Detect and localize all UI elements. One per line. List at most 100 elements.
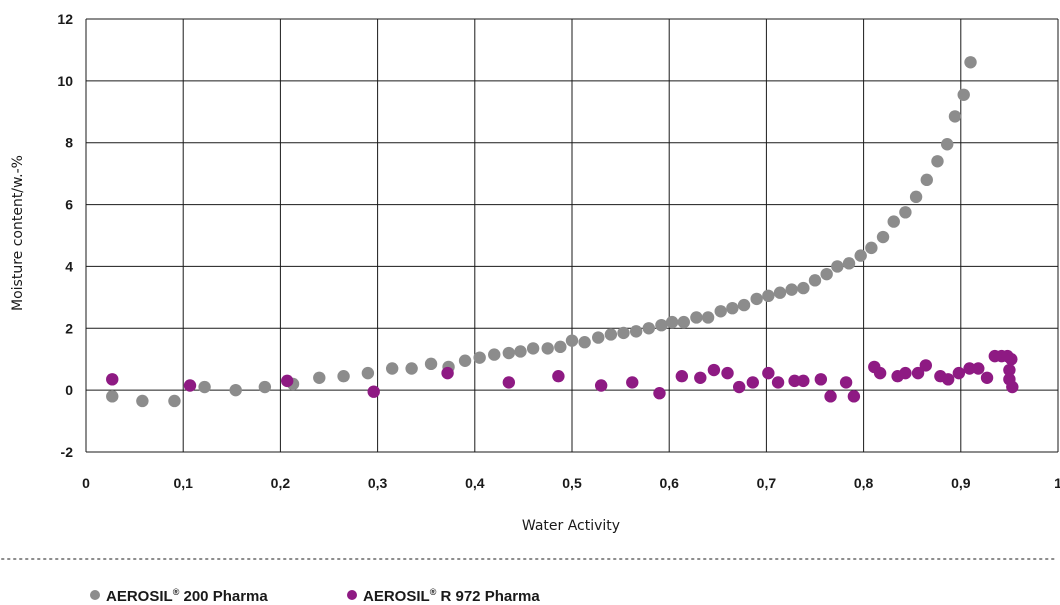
data-point	[814, 373, 828, 386]
data-point	[732, 380, 746, 394]
data-point	[694, 371, 707, 384]
data-point	[737, 298, 751, 312]
data-point	[957, 88, 970, 101]
x-tick-label: 0,4	[465, 475, 485, 491]
data-point	[502, 376, 516, 389]
data-point	[458, 354, 472, 367]
data-point	[750, 292, 763, 306]
data-point	[473, 351, 486, 364]
data-point	[920, 173, 933, 187]
data-point	[899, 206, 912, 219]
y-tick-label: 4	[65, 258, 73, 274]
data-point	[337, 370, 350, 383]
data-point	[405, 362, 418, 375]
data-point	[707, 363, 721, 377]
data-points	[106, 56, 1019, 408]
data-point	[502, 346, 516, 360]
data-point	[677, 315, 690, 329]
data-point	[972, 362, 985, 375]
data-point	[424, 357, 438, 371]
data-point	[701, 311, 715, 324]
x-tick-label: 0,7	[757, 475, 777, 491]
data-point	[136, 394, 149, 408]
x-tick-label: 0,6	[659, 475, 679, 491]
data-point	[854, 249, 867, 262]
data-point	[385, 362, 399, 375]
data-point	[183, 379, 197, 392]
data-point	[909, 190, 923, 204]
data-point	[1006, 380, 1019, 394]
data-point	[488, 348, 501, 361]
y-tick-label: 8	[65, 135, 73, 151]
data-point	[514, 345, 527, 358]
data-point	[617, 326, 630, 340]
legend-marker	[347, 590, 357, 600]
data-point	[1005, 353, 1018, 366]
x-tick-label: 0,3	[368, 475, 388, 491]
data-point	[106, 390, 119, 403]
data-point	[785, 283, 798, 296]
data-point	[665, 315, 679, 329]
data-point	[655, 318, 668, 332]
data-point	[788, 374, 801, 388]
data-point	[952, 366, 966, 380]
data-point	[808, 274, 822, 287]
y-tick-label: 2	[65, 320, 73, 336]
data-point	[948, 110, 962, 123]
legend-brand: AEROSIL	[363, 588, 430, 605]
data-point	[824, 390, 837, 403]
x-tick-label: 0,2	[271, 475, 291, 491]
data-point	[726, 301, 739, 315]
y-tick-label: 0	[65, 382, 73, 398]
data-point	[847, 390, 861, 403]
y-tick-label: 6	[65, 197, 73, 213]
data-point	[554, 340, 567, 354]
data-point	[168, 394, 181, 408]
data-point	[876, 230, 890, 244]
data-point	[229, 383, 242, 397]
data-point	[552, 370, 565, 383]
legend-brand: AEROSIL	[106, 588, 173, 605]
x-axis-title: Water Activity	[522, 518, 620, 534]
data-point	[629, 325, 643, 338]
data-point	[541, 342, 554, 355]
data-point	[820, 267, 833, 281]
x-tick-label: 0	[82, 475, 90, 491]
data-point	[675, 370, 689, 383]
legend-registered-mark: ®	[173, 587, 180, 597]
data-point	[281, 374, 294, 388]
data-point	[106, 373, 119, 386]
y-tick-label: 12	[57, 11, 73, 27]
data-point	[941, 373, 955, 386]
data-point	[198, 380, 211, 394]
data-point	[441, 366, 454, 380]
data-point	[594, 379, 608, 392]
y-tick-label: 10	[57, 73, 73, 89]
legend-product: R 972 Pharma	[436, 588, 540, 605]
data-point	[565, 334, 579, 347]
data-point	[940, 138, 954, 151]
x-tick-label: 0,5	[562, 475, 582, 491]
legend: AEROSIL® 200 Pharma AEROSIL® R 972 Pharma	[90, 587, 540, 605]
data-point	[964, 56, 977, 69]
data-point	[592, 331, 605, 344]
data-point	[762, 366, 775, 380]
data-point	[797, 281, 810, 295]
data-point	[367, 385, 380, 398]
data-point	[578, 336, 591, 349]
data-point	[258, 380, 272, 394]
data-point	[762, 289, 775, 303]
data-point	[797, 374, 810, 388]
legend-label: AEROSIL® 200 Pharma	[106, 587, 268, 605]
legend-label: AEROSIL® R 972 Pharma	[363, 587, 540, 605]
data-point	[963, 362, 976, 375]
grid	[85, 18, 1059, 453]
data-point	[771, 376, 785, 389]
data-point	[873, 366, 887, 380]
x-tick-label: 0,9	[951, 475, 971, 491]
data-point	[313, 371, 326, 384]
data-point	[604, 328, 618, 341]
data-point	[714, 305, 727, 318]
